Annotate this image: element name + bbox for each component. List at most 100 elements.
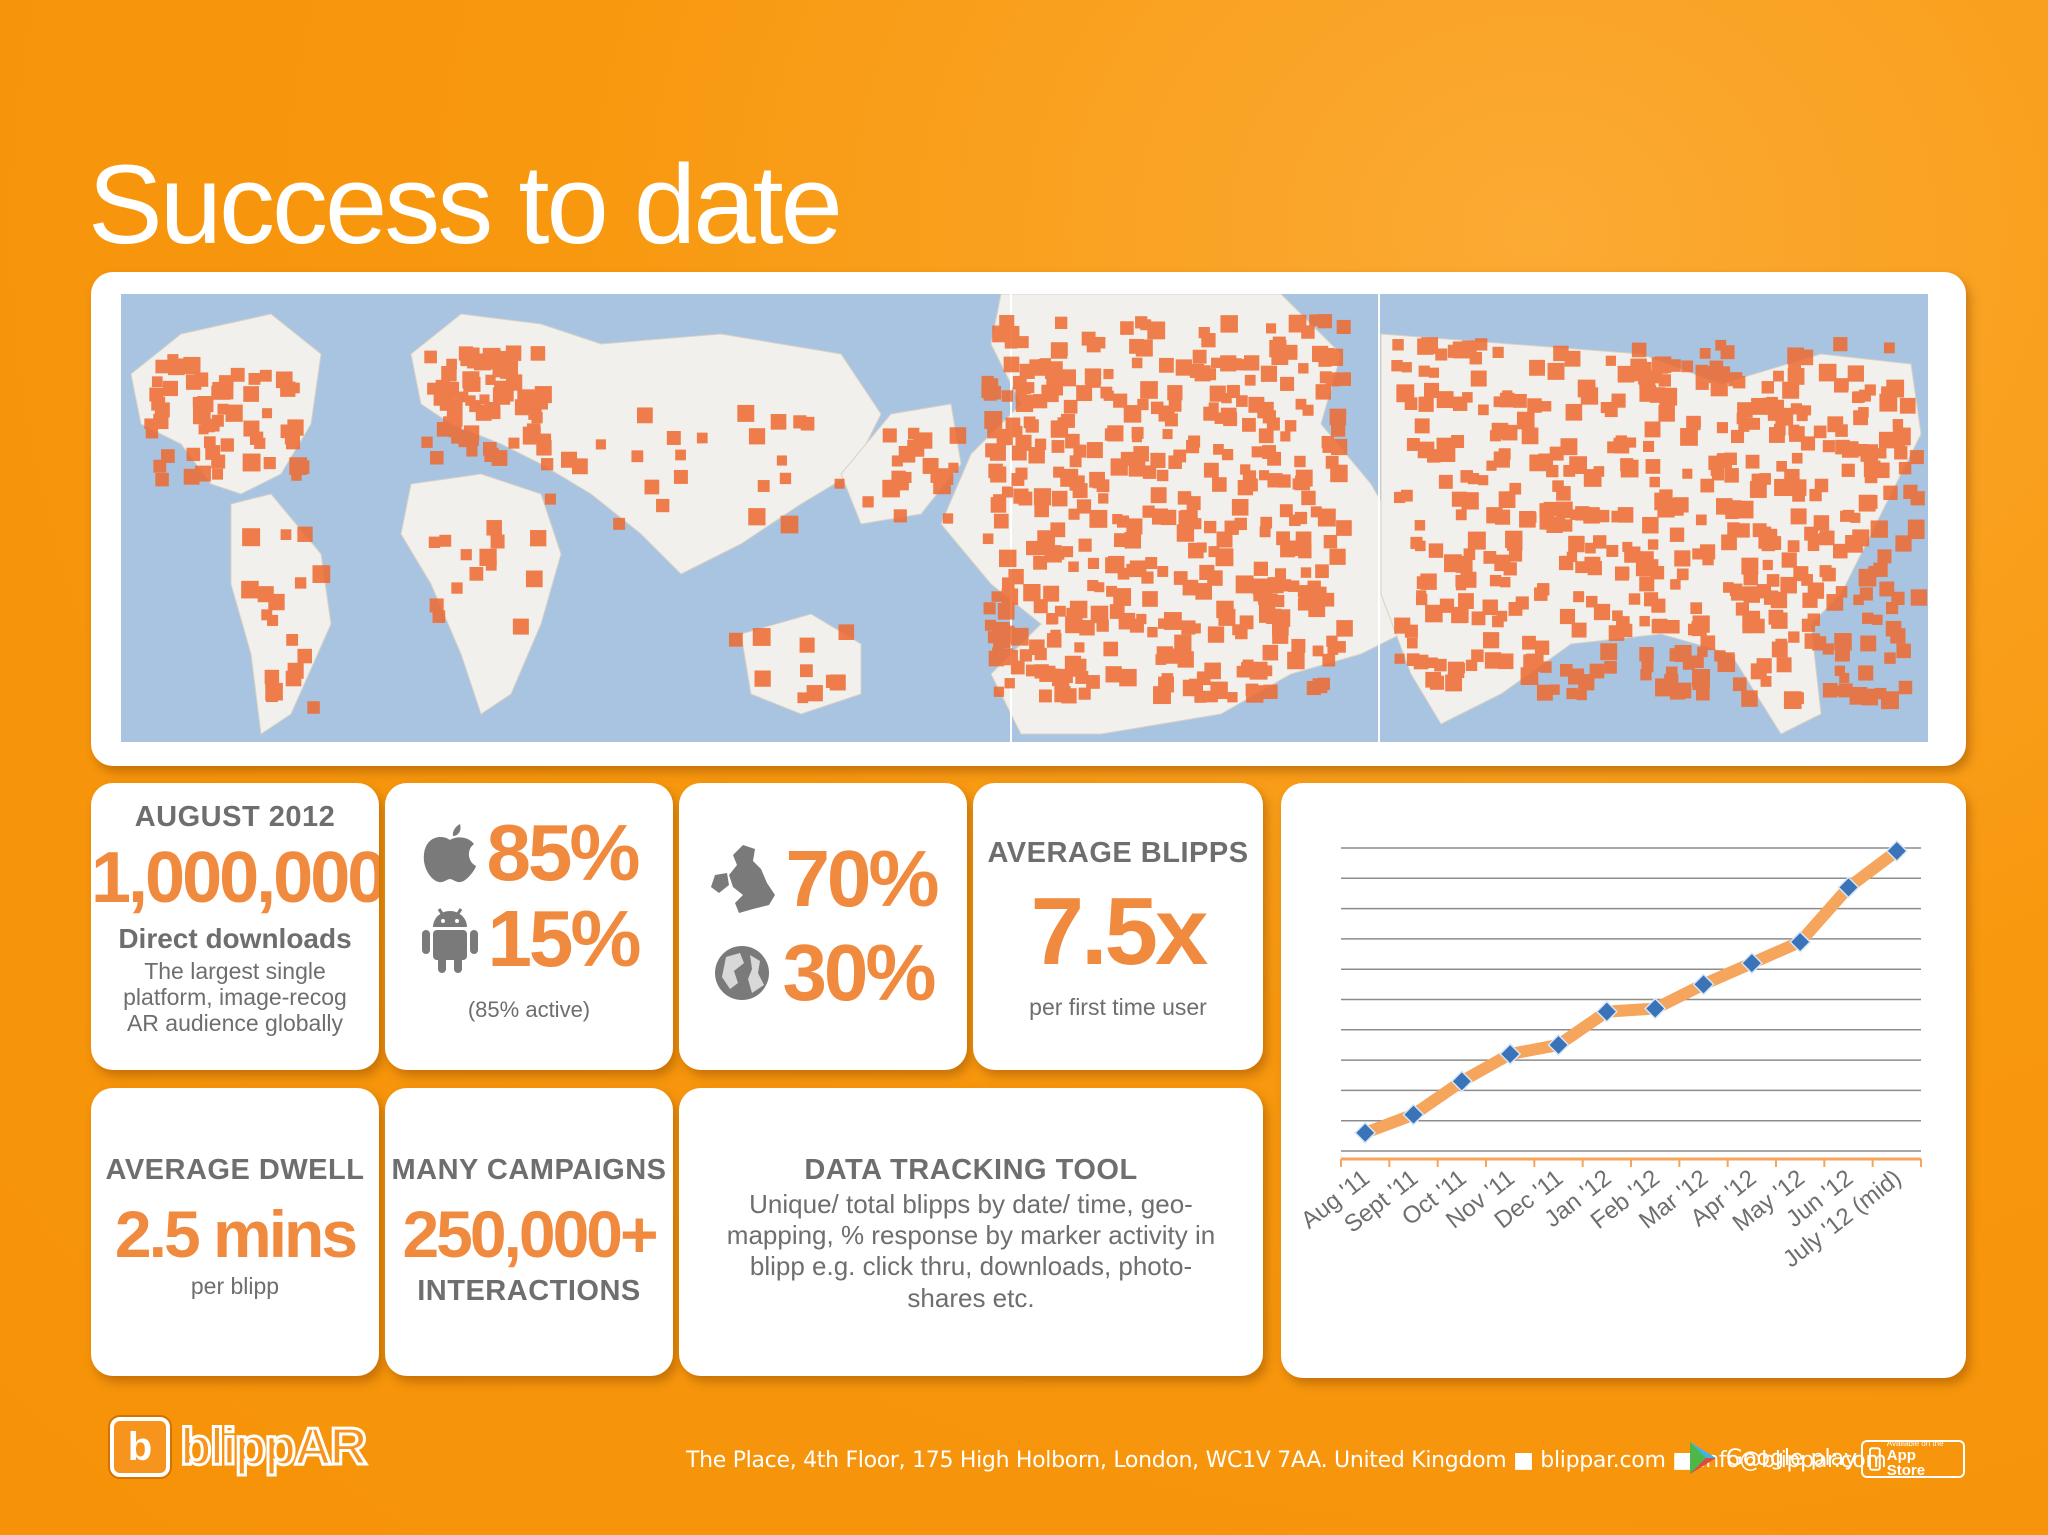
map-dot	[793, 415, 807, 429]
map-dot	[1486, 460, 1497, 471]
map-dot	[1300, 567, 1312, 578]
map-dot	[1436, 391, 1454, 409]
map-dot	[1498, 491, 1516, 509]
map-dot	[1445, 674, 1463, 692]
map-dot	[1836, 685, 1848, 697]
data-point	[1595, 1000, 1618, 1023]
map-dot	[1879, 581, 1895, 597]
map-dot	[1559, 608, 1576, 625]
map-dot	[1654, 356, 1672, 374]
map-dot	[1573, 591, 1585, 603]
map-dot	[1423, 382, 1440, 398]
map-dot	[1002, 648, 1013, 659]
map-dot	[1835, 424, 1848, 437]
map-dot	[1103, 641, 1119, 657]
map-dot	[1745, 454, 1760, 469]
map-dot	[1044, 545, 1062, 563]
map-dot	[1123, 405, 1142, 423]
map-dot	[1161, 673, 1174, 685]
map-dot	[430, 451, 444, 465]
map-dot	[1109, 604, 1125, 619]
map-dot	[265, 690, 278, 703]
map-dot	[1325, 372, 1340, 387]
map-dot	[1244, 478, 1258, 492]
map-dot	[1280, 376, 1295, 391]
map-dot	[1050, 522, 1066, 538]
map-dot	[1585, 595, 1598, 608]
map-dot	[1879, 393, 1898, 412]
map-dot	[1818, 363, 1837, 382]
map-dot	[1605, 355, 1616, 366]
map-dot	[1178, 510, 1196, 528]
map-dot	[799, 637, 815, 653]
map-dot	[1749, 481, 1767, 498]
map-dot	[1054, 686, 1071, 703]
map-dot	[1724, 468, 1739, 483]
map-dot	[1203, 520, 1217, 534]
map-dot	[1484, 652, 1502, 669]
map-dot	[1119, 668, 1137, 687]
map-dot	[1741, 557, 1759, 575]
map-dot	[991, 591, 1003, 602]
map-dot	[1710, 379, 1728, 397]
campaigns-card: MANY CAMPAIGNS 250,000+ INTERACTIONS	[385, 1088, 673, 1376]
map-dot	[1287, 580, 1300, 592]
map-dot	[1263, 684, 1278, 699]
map-dot	[1427, 657, 1438, 669]
map-dot	[1239, 359, 1251, 371]
map-dot	[666, 430, 681, 445]
map-dot	[254, 437, 266, 449]
map-dot	[948, 462, 959, 473]
footer-address: The Place, 4th Floor, 175 High Holborn, …	[686, 1448, 1887, 1473]
map-dot	[1060, 413, 1075, 428]
map-dot	[999, 315, 1015, 331]
map-dot	[1298, 544, 1312, 559]
map-dot	[1159, 357, 1174, 373]
map-dot	[1069, 475, 1085, 491]
uk-map-icon	[711, 845, 776, 913]
map-dot	[1331, 438, 1348, 456]
map-dot	[505, 345, 522, 361]
map-dot	[242, 528, 261, 547]
map-dot	[1467, 531, 1486, 550]
map-dot	[1128, 460, 1145, 477]
map-dot	[907, 427, 920, 440]
apple-icon	[424, 824, 477, 883]
map-dot	[530, 346, 546, 361]
app-store-badge[interactable]: Available on the App Store	[1861, 1440, 1965, 1478]
map-dot	[427, 382, 440, 395]
map-dot	[1622, 541, 1633, 552]
tracking-line-4: shares etc.	[907, 1282, 1035, 1313]
map-dot	[1392, 339, 1404, 351]
map-dot	[1822, 567, 1836, 582]
map-dot	[1891, 591, 1905, 606]
map-dot	[1669, 527, 1685, 542]
map-dot	[1822, 440, 1835, 453]
map-dot	[1207, 626, 1225, 643]
map-dot	[1406, 653, 1420, 666]
map-dot	[891, 455, 903, 467]
map-dot	[1213, 444, 1224, 455]
map-dot	[1788, 424, 1800, 436]
data-point	[1450, 1070, 1473, 1093]
map-dot	[1062, 546, 1074, 558]
map-dot	[1028, 447, 1045, 464]
map-dot	[1565, 403, 1583, 421]
map-dot	[1639, 576, 1655, 592]
map-dot	[441, 366, 457, 382]
map-dot	[1428, 543, 1444, 558]
google-play-badge[interactable]: Google play	[1688, 1440, 1857, 1476]
map-dot	[1791, 452, 1803, 464]
map-dot	[307, 701, 320, 714]
map-dot	[1702, 553, 1714, 566]
map-dot	[1790, 508, 1807, 525]
map-dot	[512, 618, 529, 635]
map-dot	[1781, 552, 1797, 568]
map-dot	[1847, 365, 1864, 382]
map-dot	[1858, 568, 1877, 587]
map-dot	[1668, 359, 1681, 372]
map-dot	[1337, 372, 1351, 386]
map-dot	[1756, 658, 1772, 674]
map-dot	[1212, 477, 1227, 492]
map-dot	[1074, 642, 1085, 653]
